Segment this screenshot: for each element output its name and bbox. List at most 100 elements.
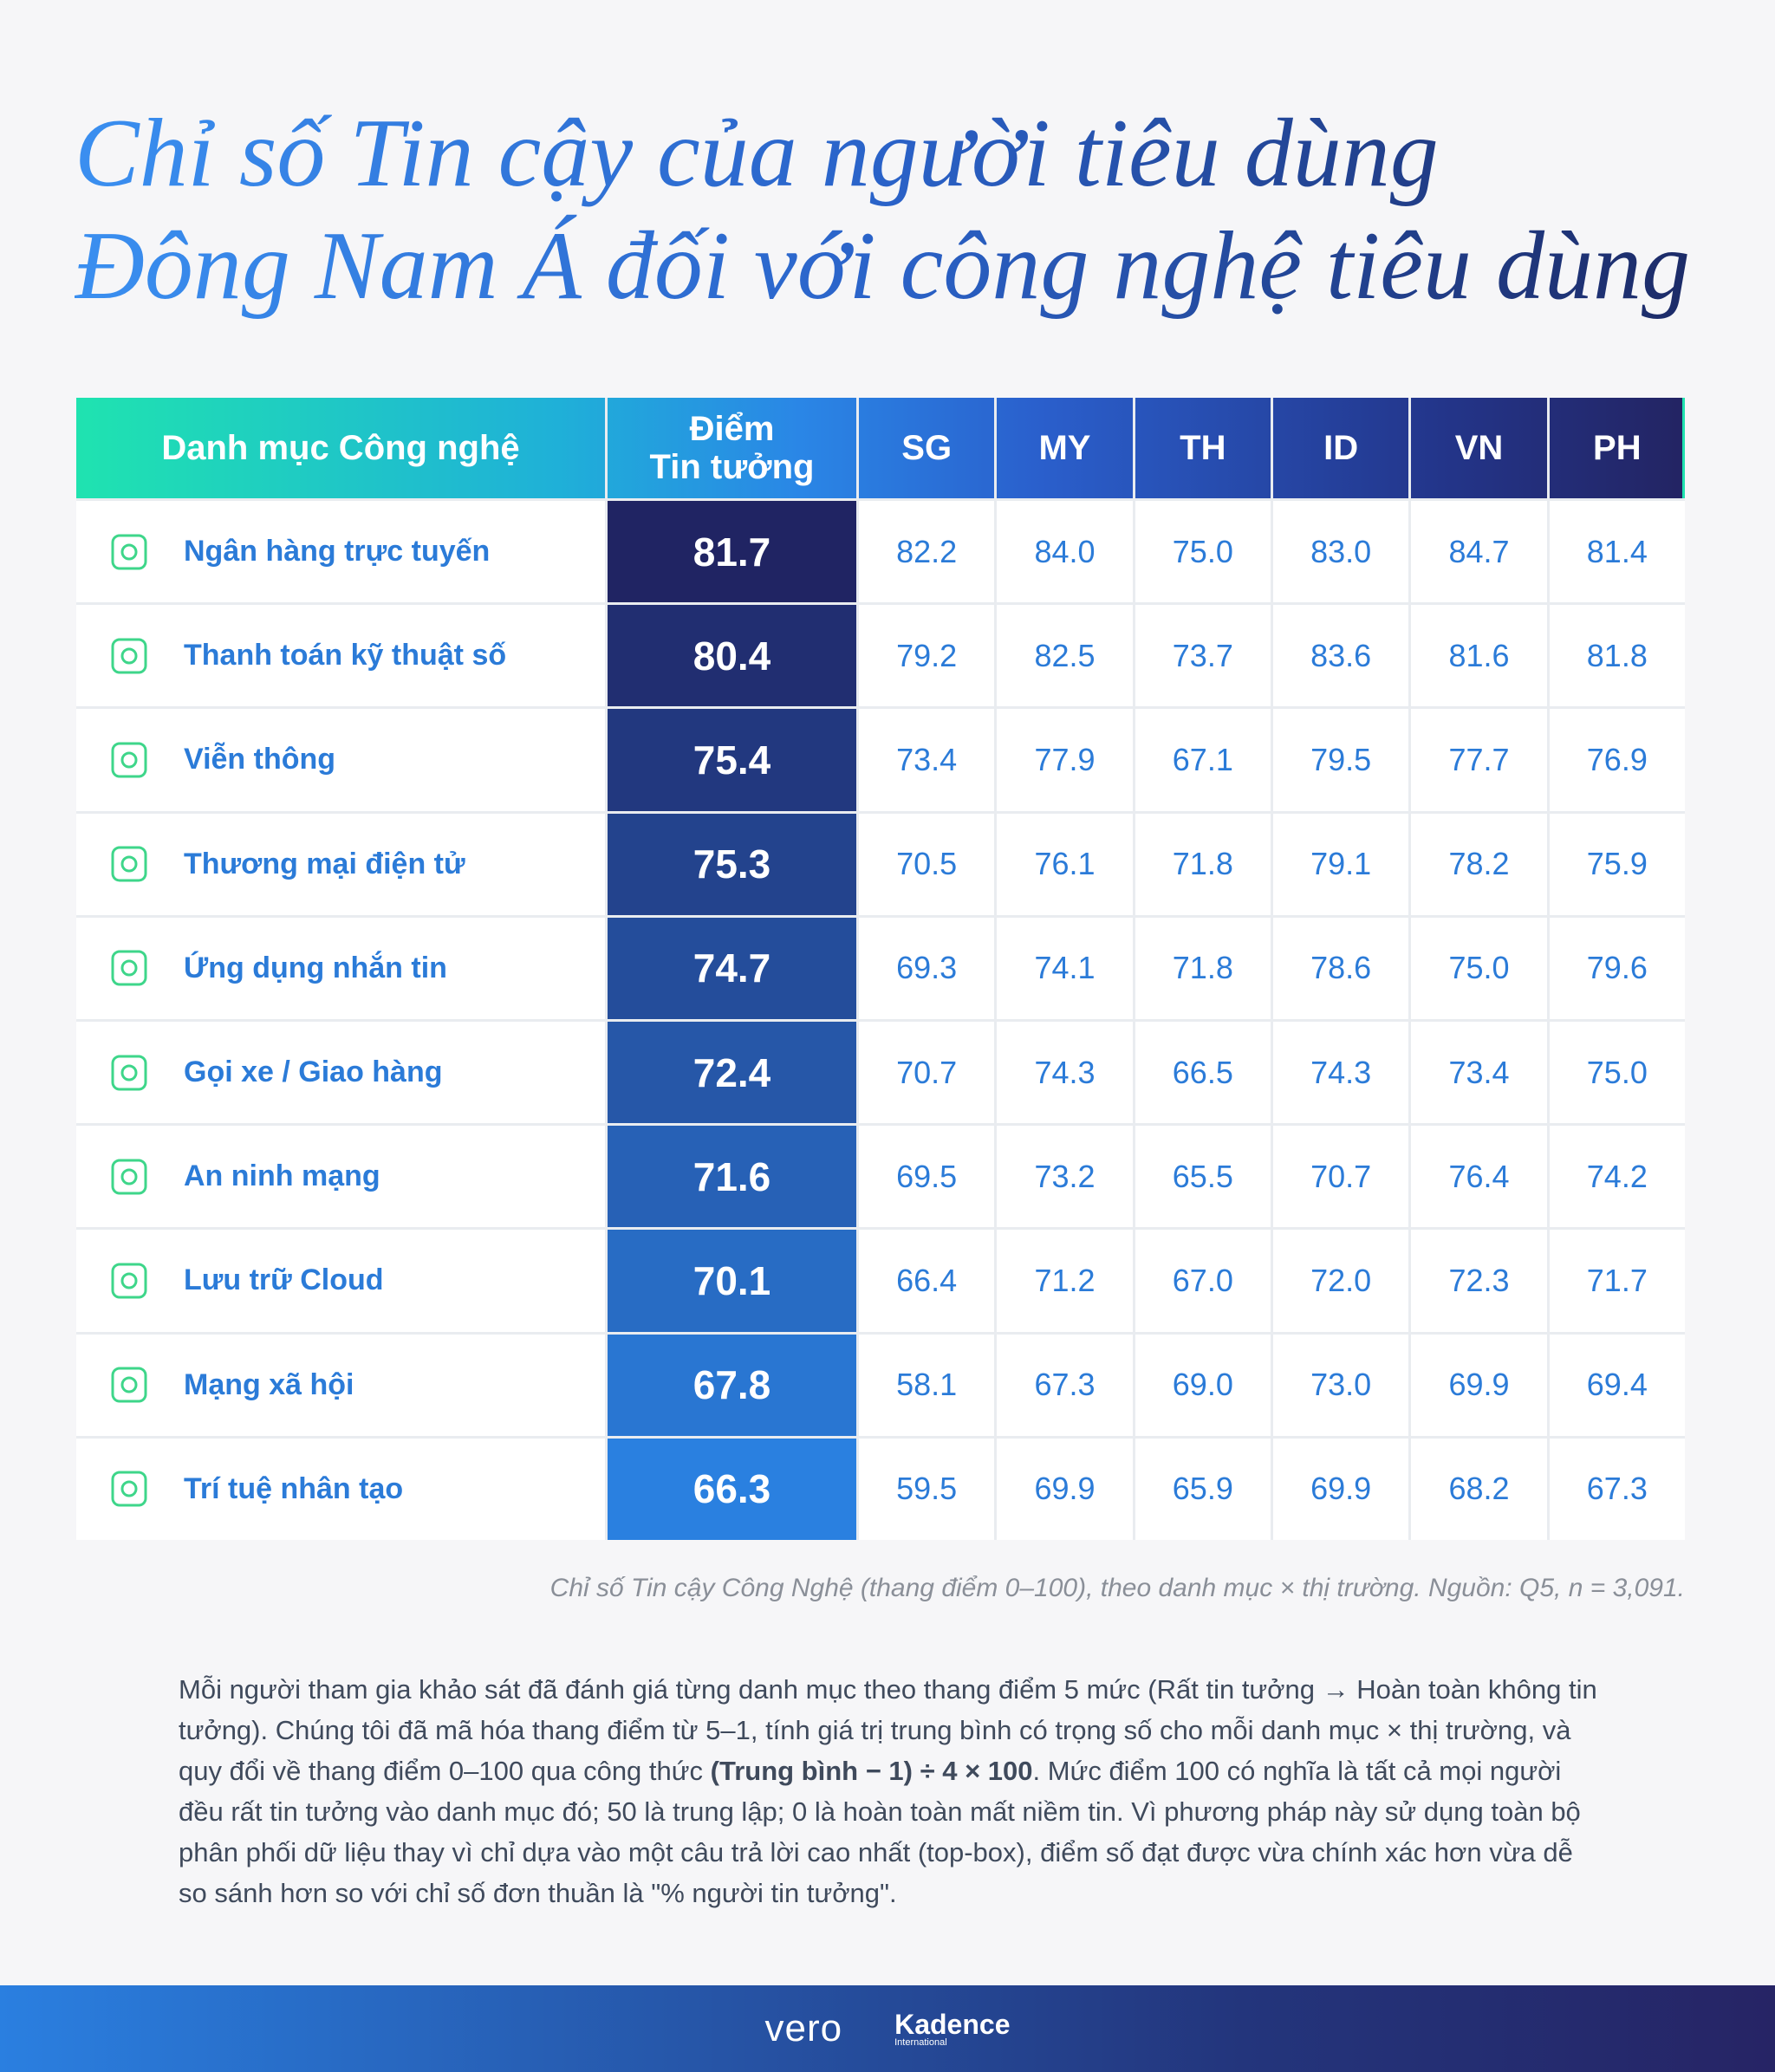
category-name: Ngân hàng trực tuyến (184, 535, 491, 568)
category-icon (111, 534, 147, 570)
market-score: 70.5 (859, 813, 995, 915)
market-score: 79.5 (1272, 709, 1409, 811)
market-score: 79.6 (1549, 917, 1685, 1019)
market-score: 65.9 (1135, 1438, 1271, 1540)
market-score: 69.9 (1272, 1438, 1409, 1540)
category-cell: Lưu trữ Cloud (76, 1230, 605, 1332)
market-score: 71.8 (1135, 917, 1271, 1019)
formula: (Trung bình − 1) ÷ 4 × 100 (710, 1756, 1033, 1786)
market-score: 67.3 (1549, 1438, 1685, 1540)
category-name: Thương mại điện tử (184, 847, 465, 880)
column-header: PH (1549, 398, 1685, 498)
trust-score: 74.7 (608, 917, 856, 1019)
category-cell: Gọi xe / Giao hàng (76, 1021, 605, 1124)
category-name: Trí tuệ nhân tạo (184, 1471, 404, 1505)
market-score: 69.0 (1135, 1334, 1271, 1436)
market-score: 81.4 (1549, 501, 1685, 603)
category-cell: Ứng dụng nhắn tin (76, 917, 605, 1019)
market-score: 70.7 (859, 1021, 995, 1124)
market-score: 82.2 (859, 501, 995, 603)
market-score: 73.7 (1135, 605, 1271, 707)
header-line: Điểm (689, 410, 775, 448)
market-score: 70.7 (1272, 1126, 1409, 1228)
logo-vero: vero (764, 2007, 843, 2049)
category-name: Mạng xã hội (184, 1367, 354, 1401)
market-score: 76.1 (997, 813, 1133, 915)
column-header: Điểm Tin tưởng (608, 398, 856, 498)
category-cell: Thanh toán kỹ thuật số (76, 605, 605, 707)
market-score: 78.2 (1411, 813, 1547, 915)
title: Chỉ số Tin cậy của người tiêu dùng Đông … (75, 97, 1704, 322)
category-icon (111, 846, 147, 882)
category-name: Viễn thông (184, 743, 336, 776)
logo-kadence: Kadence International (894, 2010, 1010, 2048)
market-score: 66.5 (1135, 1021, 1271, 1124)
market-score: 69.9 (1411, 1334, 1547, 1436)
column-header: Danh mục Công nghệ (76, 398, 605, 498)
category-icon (111, 638, 147, 674)
title-line: Đông Nam Á đối với công nghệ tiêu dùng (75, 212, 1690, 320)
category-cell: Mạng xã hội (76, 1334, 605, 1436)
market-score: 65.5 (1135, 1126, 1271, 1228)
trust-score: 71.6 (608, 1126, 856, 1228)
market-score: 73.0 (1272, 1334, 1409, 1436)
market-score: 78.6 (1272, 917, 1409, 1019)
market-score: 75.0 (1411, 917, 1547, 1019)
trust-score: 81.7 (608, 501, 856, 603)
market-score: 82.5 (997, 605, 1133, 707)
column-header: MY (997, 398, 1133, 498)
market-score: 71.8 (1135, 813, 1271, 915)
market-score: 68.2 (1411, 1438, 1547, 1540)
market-score: 81.8 (1549, 605, 1685, 707)
market-score: 76.9 (1549, 709, 1685, 811)
market-score: 83.6 (1272, 605, 1409, 707)
market-score: 76.4 (1411, 1126, 1547, 1228)
market-score: 84.7 (1411, 501, 1547, 603)
column-header: ID (1272, 398, 1409, 498)
category-icon (111, 1263, 147, 1299)
market-score: 75.0 (1549, 1021, 1685, 1124)
category-icon (111, 1471, 147, 1507)
market-score: 71.2 (997, 1230, 1133, 1332)
market-score: 69.3 (859, 917, 995, 1019)
market-score: 77.7 (1411, 709, 1547, 811)
title-line: Chỉ số Tin cậy của người tiêu dùng (75, 100, 1439, 207)
trust-score: 66.3 (608, 1438, 856, 1540)
category-name: Ứng dụng nhắn tin (184, 951, 447, 984)
footnote: Chỉ số Tin cậy Công Nghệ (thang điểm 0–1… (549, 1574, 1685, 1602)
trust-table: Danh mục Công nghệ Điểm Tin tưởng SG MY TH ID V… (76, 398, 1685, 1540)
category-cell: An ninh mạng (76, 1126, 605, 1228)
category-name: Thanh toán kỹ thuật số (184, 639, 507, 672)
category-cell: Ngân hàng trực tuyến (76, 501, 605, 603)
market-score: 73.2 (997, 1126, 1133, 1228)
category-name: An ninh mạng (184, 1159, 380, 1193)
market-score: 81.6 (1411, 605, 1547, 707)
market-score: 74.3 (997, 1021, 1133, 1124)
category-icon (111, 950, 147, 986)
market-score: 73.4 (859, 709, 995, 811)
market-score: 58.1 (859, 1334, 995, 1436)
market-score: 77.9 (997, 709, 1133, 811)
market-score: 69.5 (859, 1126, 995, 1228)
market-score: 79.2 (859, 605, 995, 707)
category-cell: Viễn thông (76, 709, 605, 811)
market-score: 74.3 (1272, 1021, 1409, 1124)
trust-score: 75.4 (608, 709, 856, 811)
market-score: 67.1 (1135, 709, 1271, 811)
market-score: 74.2 (1549, 1126, 1685, 1228)
market-score: 72.0 (1272, 1230, 1409, 1332)
market-score: 72.3 (1411, 1230, 1547, 1332)
market-score: 79.1 (1272, 813, 1409, 915)
category-icon (111, 1159, 147, 1195)
note-text: Mỗi người tham gia khảo sát đã đánh giá … (179, 1674, 1597, 1786)
logo-subtext: International (894, 2036, 947, 2048)
trust-score: 80.4 (608, 605, 856, 707)
market-score: 74.1 (997, 917, 1133, 1019)
category-cell: Trí tuệ nhân tạo (76, 1438, 605, 1540)
market-score: 59.5 (859, 1438, 995, 1540)
market-score: 84.0 (997, 501, 1133, 603)
category-icon (111, 742, 147, 778)
header-line: Tin tưởng (649, 448, 815, 486)
market-score: 69.4 (1549, 1334, 1685, 1436)
